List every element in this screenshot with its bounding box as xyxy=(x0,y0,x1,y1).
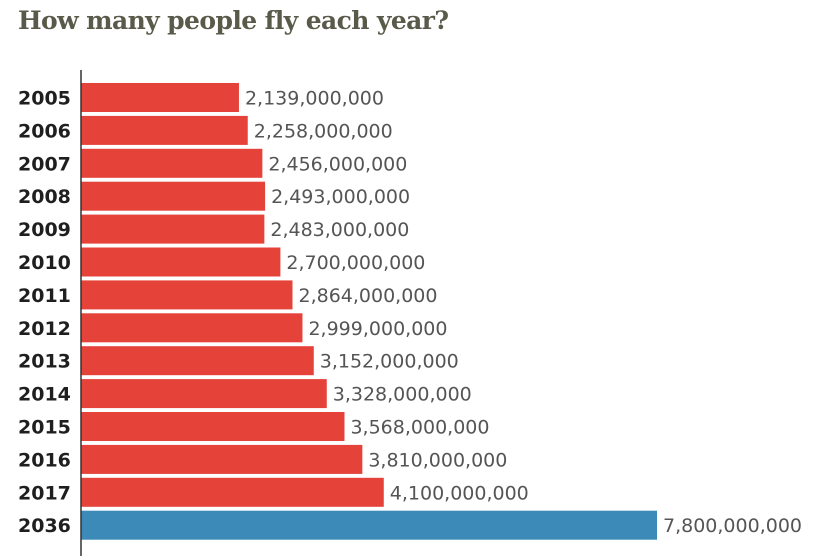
data-label-2006: 2,258,000,000 xyxy=(254,120,393,142)
data-label-2007: 2,456,000,000 xyxy=(268,153,407,175)
data-label-2014: 3,328,000,000 xyxy=(333,384,472,406)
data-label-2010: 2,700,000,000 xyxy=(286,252,425,274)
y-tick-label-2012: 2012 xyxy=(18,318,71,340)
bar-2012 xyxy=(81,313,303,343)
y-tick-label-2016: 2016 xyxy=(18,449,71,471)
y-tick-label-2010: 2010 xyxy=(18,252,71,274)
y-tick-label-2007: 2007 xyxy=(18,153,71,175)
y-tick-label-2015: 2015 xyxy=(18,417,71,439)
y-tick-label-2014: 2014 xyxy=(18,384,71,406)
bar-2011 xyxy=(81,280,293,310)
y-tick-label-2013: 2013 xyxy=(18,351,71,373)
y-tick-label-2009: 2009 xyxy=(18,219,71,241)
data-label-2015: 3,568,000,000 xyxy=(350,417,489,439)
y-tick-label-2036: 2036 xyxy=(18,515,71,537)
y-tick-label-2017: 2017 xyxy=(18,482,71,504)
data-label-2009: 2,483,000,000 xyxy=(270,219,409,241)
bar-2013 xyxy=(81,346,314,376)
y-tick-label-2006: 2006 xyxy=(18,120,71,142)
bar-2016 xyxy=(81,444,363,474)
data-label-2016: 3,810,000,000 xyxy=(368,449,507,471)
data-label-2012: 2,999,000,000 xyxy=(308,318,447,340)
bar-2009 xyxy=(81,214,265,244)
bar-2005 xyxy=(81,83,239,112)
chart-title: How many people fly each year? xyxy=(18,6,449,35)
data-label-2011: 2,864,000,000 xyxy=(298,285,437,307)
y-tick-label-2011: 2011 xyxy=(18,285,71,307)
bar-2014 xyxy=(81,379,327,409)
y-tick-label-2008: 2008 xyxy=(18,186,71,208)
data-label-2036: 7,800,000,000 xyxy=(663,515,802,537)
y-tick-label-2005: 2005 xyxy=(18,88,71,110)
bar-2015 xyxy=(81,412,345,441)
bar-2010 xyxy=(81,247,281,277)
data-label-2008: 2,493,000,000 xyxy=(271,186,410,208)
bar-2007 xyxy=(81,148,263,178)
data-label-2017: 4,100,000,000 xyxy=(390,482,529,504)
bar-2017 xyxy=(81,477,384,507)
data-label-2013: 3,152,000,000 xyxy=(320,351,459,373)
bar-2008 xyxy=(81,181,266,211)
bar-2006 xyxy=(81,115,248,145)
bar-2036 xyxy=(81,510,657,540)
data-label-2005: 2,139,000,000 xyxy=(245,88,384,110)
